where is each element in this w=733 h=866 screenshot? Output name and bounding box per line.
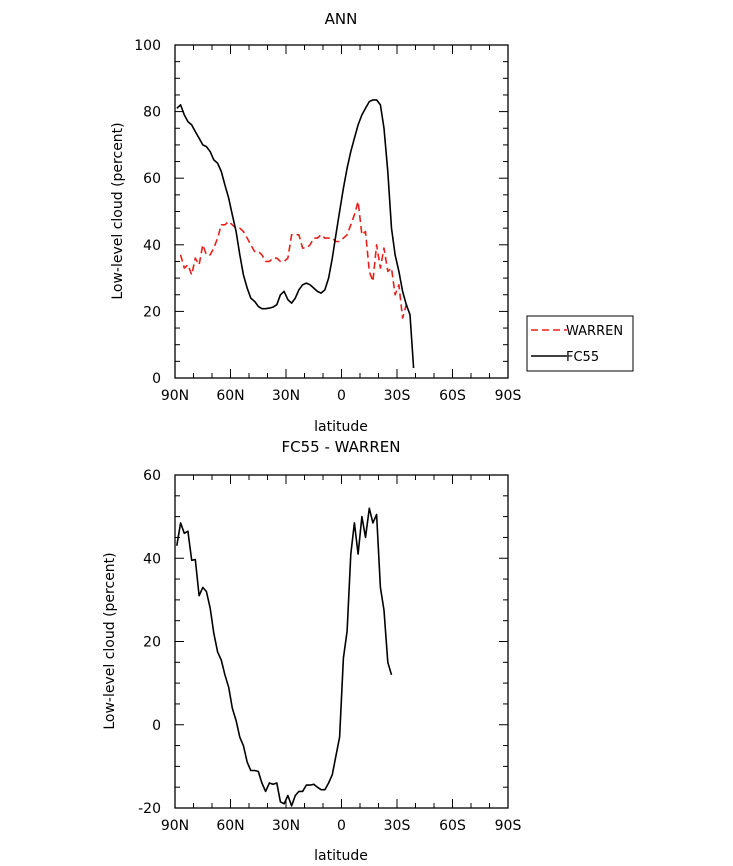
y-tick-label: 100 [134,38,161,54]
series-line-fc55 [176,99,415,369]
x-tick-label: 30N [272,388,300,404]
y-tick-label: 20 [143,304,161,320]
bottom-chart-title: FC55 - WARREN [282,438,401,456]
y-tick-label: 60 [143,171,161,187]
x-tick-label: 90N [161,388,189,404]
y-tick-label: 80 [143,105,161,121]
top-chart-legend: WARREN FC55 [526,315,634,372]
x-tick-label: 0 [337,818,346,834]
x-tick-label: 60S [439,388,466,404]
y-tick-label: 20 [143,635,161,651]
y-tick-label: 0 [152,371,161,387]
top-chart-title: ANN [325,10,358,28]
x-tick-label: 60N [216,818,244,834]
x-tick-label: 30S [384,818,411,834]
x-tick-label: 60N [216,388,244,404]
y-tick-label: 40 [143,551,161,567]
bottom-chart-ylabel: Low-level cloud (percent) [102,552,118,729]
y-tick-label: 40 [143,238,161,254]
x-tick-label: 30S [384,388,411,404]
plot-frame [174,474,509,809]
x-tick-label: 90S [495,388,522,404]
x-tick-label: 0 [337,388,346,404]
x-tick-label: 90N [161,818,189,834]
series-line-warren [179,200,411,319]
legend-label-warren: WARREN [566,324,623,339]
top-chart-panel: ANN latitude Low-level cloud (percent) 9… [110,10,634,435]
y-tick-label: 60 [143,468,161,484]
legend-box [526,315,634,372]
plot-frame [174,44,509,379]
y-tick-label: -20 [138,801,161,817]
y-tick-label: 0 [152,718,161,734]
bottom-chart-panel: FC55 - WARREN latitude Low-level cloud (… [102,438,521,864]
top-chart-xlabel: latitude [314,419,368,435]
x-tick-label: 60S [439,818,466,834]
top-chart-ylabel: Low-level cloud (percent) [110,122,126,299]
series-line-difference [176,507,393,807]
x-tick-label: 90S [495,818,522,834]
bottom-chart-xlabel: latitude [314,848,368,864]
x-tick-label: 30N [272,818,300,834]
legend-label-fc55: FC55 [566,350,599,365]
